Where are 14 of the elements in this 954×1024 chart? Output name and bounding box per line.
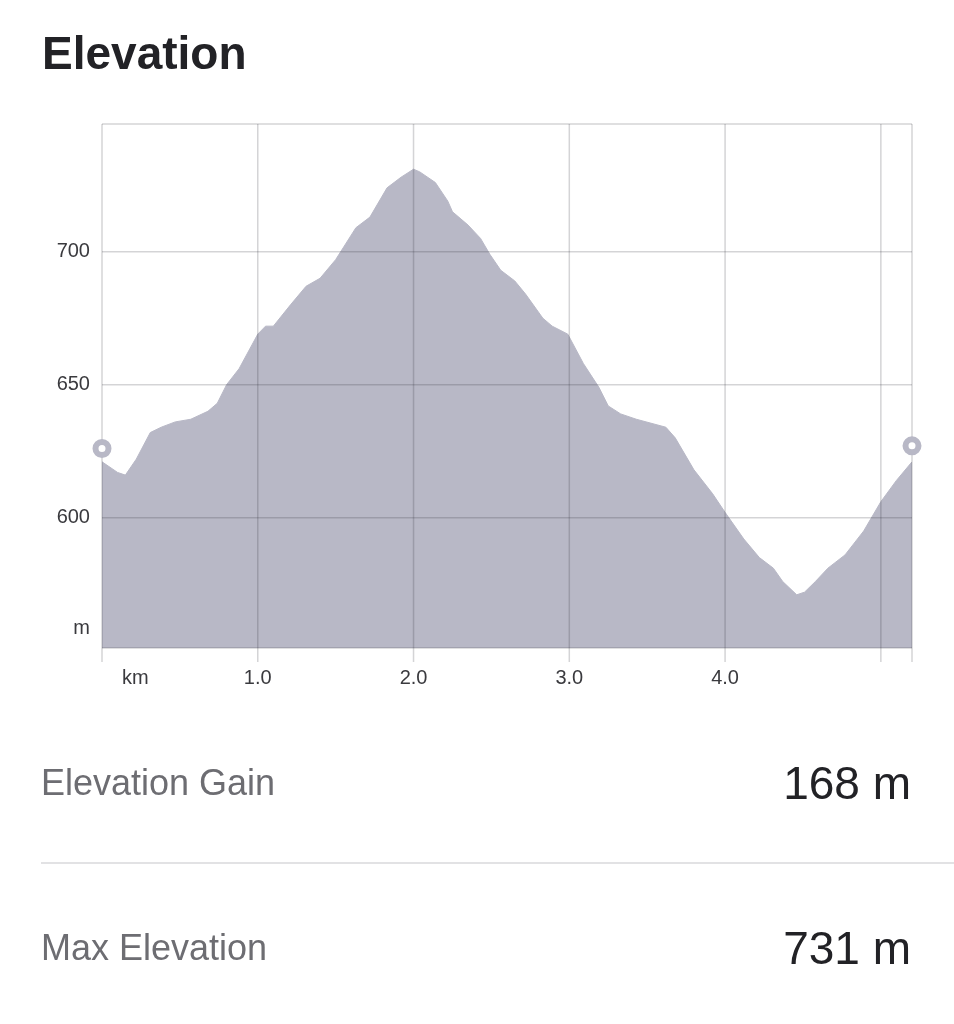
text: 731 m [783, 922, 911, 974]
text: Elevation Gain [41, 762, 276, 803]
text: 168 m [783, 757, 911, 809]
x-tick-label: 2.0 [399, 665, 428, 688]
y-tick-label: 700 [56, 239, 90, 262]
x-tick-label: 1.0 [243, 665, 272, 688]
y-tick-label: 650 [56, 372, 90, 395]
y-tick-label: 600 [56, 505, 90, 528]
x-tick-label: 3.0 [555, 665, 584, 688]
y-axis-title: m [73, 615, 90, 638]
x-tick-label: 4.0 [711, 665, 739, 688]
chart-title: Elevation [42, 27, 247, 79]
x-axis-title: km [122, 665, 149, 688]
text: Max Elevation [41, 927, 268, 968]
